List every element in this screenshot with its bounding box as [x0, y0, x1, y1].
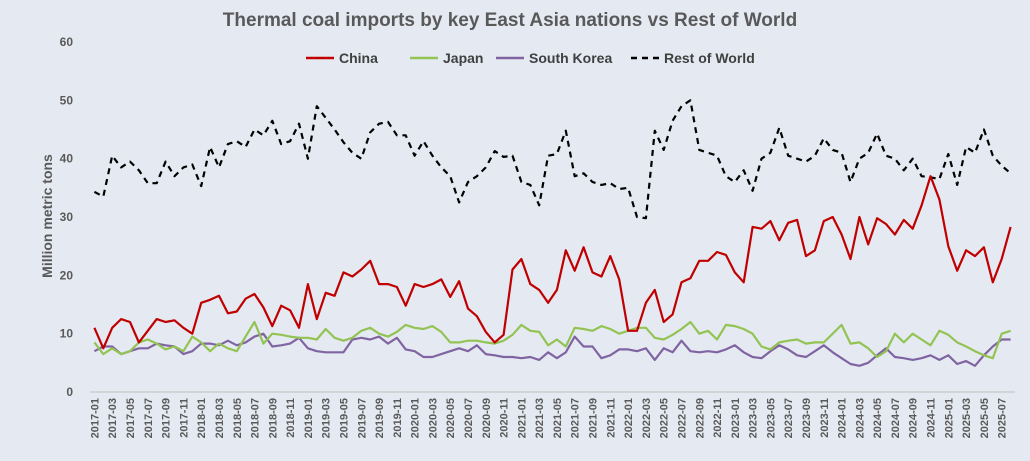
- y-axis: 0 10 20 30 40 50 60: [60, 35, 74, 399]
- plot-area: [93, 99, 1012, 367]
- x-tick-label: 2021-01: [516, 398, 528, 438]
- x-tick-label: 2020-11: [499, 398, 511, 438]
- x-tick-label: 2024-05: [872, 398, 884, 438]
- chart-title: Thermal coal imports by key East Asia na…: [223, 10, 797, 31]
- x-tick-label: 2023-05: [765, 398, 777, 438]
- x-tick-label: 2024-09: [908, 398, 920, 438]
- y-tick-label: 40: [60, 152, 74, 166]
- x-tick-label: 2019-01: [303, 398, 315, 438]
- x-tick-label: 2023-09: [801, 398, 813, 438]
- x-tick-label: 2024-03: [854, 398, 866, 438]
- x-tick-label: 2018-07: [250, 398, 262, 438]
- x-tick-label: 2024-07: [890, 398, 902, 438]
- x-tick-label: 2019-11: [392, 398, 404, 438]
- x-tick-label: 2021-09: [588, 398, 600, 438]
- y-tick-label: 0: [66, 385, 73, 399]
- y-tick-label: 20: [60, 268, 74, 282]
- legend-label-china: China: [339, 50, 378, 66]
- x-tick-label: 2025-05: [979, 398, 991, 438]
- x-tick-label: 2020-01: [410, 398, 422, 438]
- x-tick-label: 2019-03: [321, 398, 333, 438]
- series-line-japan: [93, 320, 1011, 360]
- x-tick-label: 2022-11: [712, 398, 724, 438]
- x-tick-label: 2023-01: [730, 398, 742, 438]
- x-tick-label: 2019-05: [338, 398, 350, 438]
- x-tick-label: 2022-05: [659, 398, 671, 438]
- x-tick-label: 2022-03: [641, 398, 653, 438]
- y-tick-label: 30: [60, 210, 74, 224]
- y-axis-label: Million metric tons: [39, 154, 55, 278]
- x-tick-label: 2023-03: [748, 398, 760, 438]
- series-line-china: [93, 175, 1012, 350]
- x-tick-label: 2017-11: [178, 398, 190, 438]
- x-tick-label: 2018-03: [214, 398, 226, 438]
- x-tick-label: 2025-01: [943, 398, 955, 438]
- x-tick-label: 2018-05: [232, 398, 244, 438]
- y-tick-label: 10: [60, 327, 74, 341]
- x-tick-label: 2017-07: [143, 398, 155, 438]
- x-tick-label: 2023-11: [819, 398, 831, 438]
- x-tick-label: 2018-11: [285, 398, 297, 438]
- x-tick-label: 2021-07: [570, 398, 582, 438]
- x-tick-label: 2018-09: [267, 398, 279, 438]
- series-line-south-korea: [93, 332, 1011, 367]
- x-tick-label: 2017-05: [125, 398, 137, 438]
- x-tick-label: 2024-01: [837, 398, 849, 438]
- x-tick-label: 2017-03: [107, 398, 119, 438]
- series-line-rest-of-world: [93, 99, 1012, 220]
- x-axis: 2017-01 2017-03 2017-05 2017-07 2017-09 2017-…: [89, 391, 1015, 438]
- legend-label-south-korea: South Korea: [529, 50, 612, 66]
- legend: China Japan South Korea Rest of World: [306, 50, 755, 66]
- x-tick-label: 2021-03: [534, 398, 546, 438]
- x-tick-label: 2020-03: [427, 398, 439, 438]
- x-tick-label: 2019-09: [374, 398, 386, 438]
- x-tick-label: 2017-01: [89, 398, 101, 438]
- x-tick-label: 2018-01: [196, 398, 208, 438]
- x-tick-label: 2025-07: [997, 398, 1009, 438]
- x-tick-label: 2022-09: [694, 398, 706, 438]
- x-tick-label: 2025-03: [961, 398, 973, 438]
- x-tick-label: 2022-07: [676, 398, 688, 438]
- x-tick-label: 2020-07: [463, 398, 475, 438]
- legend-label-japan: Japan: [443, 50, 483, 66]
- y-tick-label: 50: [60, 93, 74, 107]
- x-tick-label: 2019-07: [356, 398, 368, 438]
- x-tick-label: 2022-01: [623, 398, 635, 438]
- x-tick-label: 2023-07: [783, 398, 795, 438]
- x-tick-label: 2021-05: [552, 398, 564, 438]
- x-tick-label: 2020-09: [481, 398, 493, 438]
- x-tick-label: 2020-05: [445, 398, 457, 438]
- x-tick-label: 2024-11: [926, 398, 938, 438]
- x-tick-label: 2021-11: [605, 398, 617, 438]
- y-tick-label: 60: [60, 35, 74, 49]
- x-tick-label: 2017-09: [161, 398, 173, 438]
- legend-label-rest-of-world: Rest of World: [664, 50, 755, 66]
